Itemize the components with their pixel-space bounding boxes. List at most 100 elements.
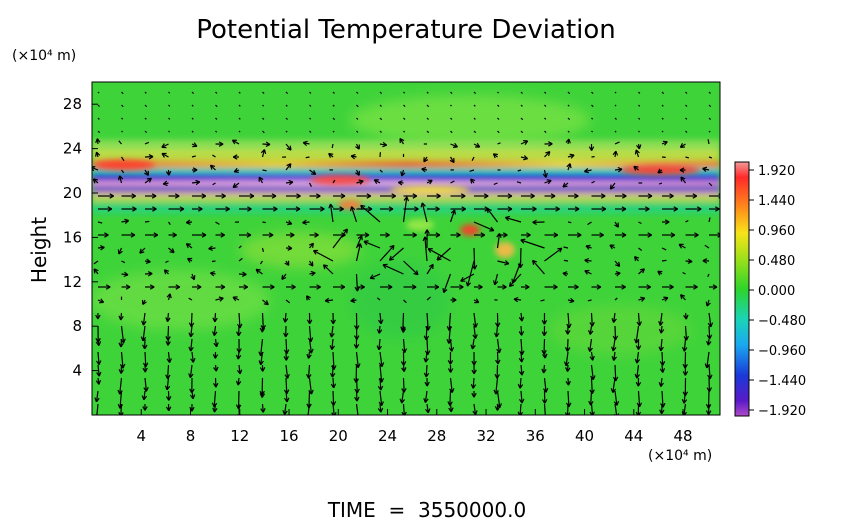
wind-vector-head <box>146 177 152 183</box>
wind-vector-head <box>587 347 593 352</box>
wind-vector <box>93 260 99 265</box>
wind-vector-head <box>188 332 194 338</box>
wind-vector <box>262 91 265 95</box>
wind-vector-head <box>179 206 185 212</box>
wind-vector-head <box>165 406 172 412</box>
wind-vector-head <box>166 293 172 299</box>
wind-vector <box>331 338 334 350</box>
wind-vector-head <box>283 332 289 338</box>
wind-vector <box>285 338 288 354</box>
wind-vector-head <box>486 207 492 214</box>
wind-vector <box>532 260 545 275</box>
wind-vector <box>379 130 382 133</box>
wind-vector <box>540 299 545 302</box>
wind-vector <box>425 351 428 363</box>
wind-vector <box>307 364 311 379</box>
wind-vector <box>520 351 523 363</box>
wind-vector-head <box>281 274 287 280</box>
wind-vector <box>97 117 100 120</box>
wind-vector-head <box>615 261 621 267</box>
wind-vector <box>238 245 242 249</box>
wind-vector <box>466 260 475 287</box>
wind-vector-head <box>523 155 529 161</box>
wind-vector-head <box>555 206 560 212</box>
wind-vector-head <box>308 348 314 354</box>
wind-vector <box>637 390 641 407</box>
wind-vector-head <box>658 320 664 326</box>
wind-vector <box>308 325 312 342</box>
wind-vector-head <box>306 353 312 359</box>
wind-vector-head <box>350 297 356 304</box>
wind-vector <box>471 156 475 161</box>
wind-vector <box>426 130 430 134</box>
wind-vector <box>332 390 335 406</box>
wind-vector <box>685 219 689 223</box>
wind-vector-head <box>421 167 427 173</box>
wind-vector <box>144 351 147 367</box>
wind-vector-head <box>470 178 476 184</box>
wind-vector <box>684 325 688 341</box>
wind-vector-head <box>124 218 130 224</box>
wind-vector <box>97 91 100 94</box>
wind-vector <box>450 130 453 134</box>
wind-vector-head <box>141 320 147 326</box>
wind-vector <box>189 364 193 378</box>
wind-vector-head <box>153 232 159 238</box>
wind-vector-head <box>286 145 292 151</box>
wind-vector <box>309 169 317 175</box>
wind-vector-head <box>712 284 718 290</box>
wind-vector-head <box>350 206 356 212</box>
wind-vector-head <box>612 150 619 156</box>
wind-vector <box>332 179 336 184</box>
wind-vector <box>590 377 593 394</box>
wind-vector <box>188 297 193 301</box>
wind-vector <box>427 248 451 262</box>
wind-vector-head <box>93 268 99 274</box>
wind-vector-head <box>705 301 711 307</box>
wind-vector-head <box>169 248 175 254</box>
wind-vector-head <box>369 274 375 280</box>
wind-vector-head <box>693 284 698 290</box>
wind-vector-head <box>232 183 238 189</box>
wind-vector <box>590 403 594 415</box>
wind-vector-head <box>670 232 676 238</box>
wind-vector <box>708 217 711 223</box>
wind-vector-head <box>306 319 313 325</box>
wind-vector-head <box>94 397 100 403</box>
wind-vector-head <box>235 380 242 386</box>
wind-vector <box>332 130 335 133</box>
wind-vector-head <box>283 356 289 361</box>
wind-vector-head <box>715 206 720 212</box>
wind-vector-head <box>286 163 292 169</box>
wind-vector <box>519 247 522 268</box>
wind-vector <box>708 325 711 339</box>
wind-vector <box>509 273 522 287</box>
wind-vector <box>473 130 477 134</box>
wind-vector-head <box>513 296 519 303</box>
wind-vector <box>708 91 711 94</box>
wind-vector <box>238 364 241 374</box>
wind-vector-head <box>436 193 441 199</box>
wind-vector-head <box>707 374 713 380</box>
wind-vector <box>450 117 453 120</box>
wind-vector-head <box>574 284 579 290</box>
wind-vector-head <box>596 284 602 290</box>
wind-vector <box>567 117 571 121</box>
wind-vector-head <box>532 259 538 266</box>
wind-vector <box>497 104 500 107</box>
x-tick-label: 24 <box>378 427 397 445</box>
wind-vector-head <box>329 345 335 350</box>
wind-vector <box>96 403 99 415</box>
wind-vector-head <box>271 193 277 199</box>
wind-vector-head <box>377 407 384 413</box>
wind-vector-head <box>221 193 226 199</box>
wind-vector-head <box>706 387 713 392</box>
wind-vector-head <box>231 139 238 145</box>
wind-vector <box>473 104 476 107</box>
wind-vector <box>707 139 710 145</box>
wind-vector-head <box>634 373 640 379</box>
wind-vector <box>262 104 265 107</box>
wind-vector-head <box>448 407 454 413</box>
wind-vector-field <box>92 91 720 415</box>
wind-vector-head <box>553 232 559 238</box>
